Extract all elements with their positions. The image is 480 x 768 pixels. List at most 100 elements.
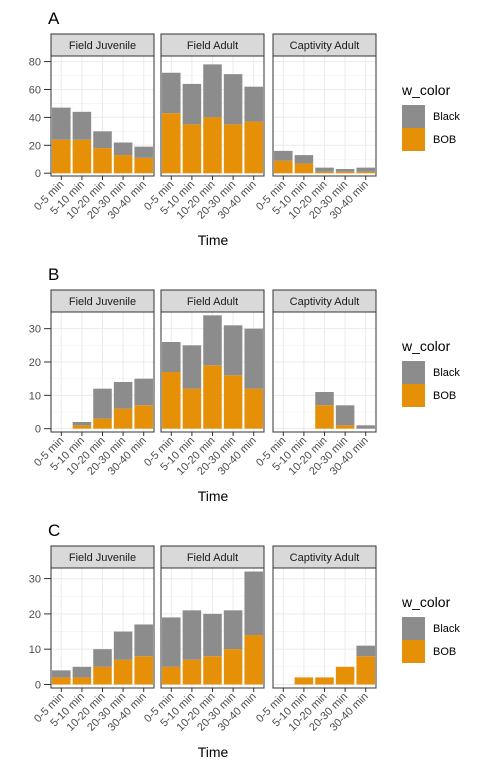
facet-strip-label: Field Juvenile — [69, 552, 136, 564]
bar-bob — [294, 163, 314, 174]
bar-bob — [182, 388, 202, 429]
bar-black — [93, 388, 112, 419]
y-tick-label: 20 — [29, 140, 41, 152]
bar-black — [315, 167, 334, 172]
bar-bob — [113, 155, 133, 174]
bar-black — [134, 378, 153, 406]
legend-key-black — [402, 361, 425, 384]
bar-bob — [294, 677, 314, 685]
bar-bob — [335, 171, 355, 174]
legend: w_color Black BOB — [401, 82, 460, 151]
bar-black — [52, 670, 71, 678]
bar-black — [356, 167, 375, 172]
bar-bob — [244, 635, 263, 685]
bar-bob — [244, 121, 263, 174]
bar-bob — [315, 677, 334, 685]
y-tick-label: 30 — [29, 324, 41, 336]
y-tick-label: 0 — [35, 168, 41, 180]
bar-bob — [223, 375, 243, 429]
bar-bob — [203, 117, 222, 174]
bar-black — [72, 422, 92, 426]
bar-bob — [162, 372, 181, 429]
bar-black — [244, 328, 263, 389]
facet-strip-label: Field Adult — [187, 552, 238, 564]
bar-bob — [182, 659, 202, 685]
legend-label-bob: BOB — [433, 390, 456, 402]
bar-black — [356, 425, 375, 429]
bar-black — [182, 345, 202, 389]
bar-bob — [335, 425, 355, 429]
bar-bob — [134, 656, 153, 685]
bar-bob — [72, 139, 92, 174]
bar-bob — [203, 656, 222, 685]
x-axis-title: Time — [198, 488, 229, 504]
y-tick-label: 0 — [35, 679, 41, 691]
bar-black — [113, 382, 133, 409]
bar-black — [113, 142, 133, 156]
bar-black — [244, 571, 263, 636]
facet-strip-label: Field Juvenile — [69, 40, 136, 52]
bar-black — [134, 146, 153, 158]
legend-title: w_color — [401, 594, 451, 610]
y-tick-label: 10 — [29, 390, 41, 402]
legend: w_color Black BOB — [401, 338, 460, 407]
legend-key-bob — [402, 640, 425, 663]
facet-strip-label: Captivity Adult — [290, 296, 360, 308]
bar-bob — [52, 139, 71, 174]
legend-label-bob: BOB — [433, 134, 456, 146]
bar-bob — [315, 171, 334, 174]
bar-black — [93, 649, 112, 667]
bar-bob — [244, 388, 263, 429]
bar-black — [335, 405, 355, 426]
bar-black — [244, 86, 263, 122]
bar-bob — [93, 666, 112, 685]
bar-bob — [356, 171, 375, 174]
y-tick-label: 30 — [29, 574, 41, 586]
bar-bob — [315, 405, 334, 429]
bar-black — [113, 631, 133, 660]
x-axis-title: Time — [198, 232, 229, 248]
facet-strip-label: Field Juvenile — [69, 296, 136, 308]
bar-bob — [113, 408, 133, 429]
bar-black — [52, 107, 71, 140]
y-tick-label: 10 — [29, 644, 41, 656]
panel-letter: A — [48, 9, 60, 28]
y-tick-label: 40 — [29, 112, 41, 124]
x-axis-title: Time — [198, 744, 229, 760]
legend-key-bob — [402, 128, 425, 151]
bar-bob — [335, 666, 355, 685]
bar-black — [203, 64, 222, 118]
bar-black — [274, 150, 293, 161]
y-tick-label: 0 — [35, 424, 41, 436]
legend-title: w_color — [401, 82, 451, 98]
bar-bob — [203, 365, 222, 429]
bar-bob — [162, 113, 181, 174]
legend: w_color Black BOB — [401, 594, 460, 663]
legend-label-black: Black — [433, 623, 460, 635]
legend-key-black — [402, 617, 425, 640]
panel-letter: B — [48, 265, 59, 284]
bar-black — [223, 325, 243, 376]
legend-label-black: Black — [433, 367, 460, 379]
bar-bob — [274, 160, 293, 174]
legend-key-black — [402, 105, 425, 128]
bar-black — [162, 617, 181, 667]
bar-bob — [134, 157, 153, 174]
bar-bob — [113, 659, 133, 685]
bar-black — [182, 610, 202, 660]
bar-black — [294, 155, 314, 164]
bar-black — [72, 111, 92, 140]
legend-key-bob — [402, 384, 425, 407]
facet-strip-label: Field Adult — [187, 40, 238, 52]
bar-bob — [134, 405, 153, 429]
